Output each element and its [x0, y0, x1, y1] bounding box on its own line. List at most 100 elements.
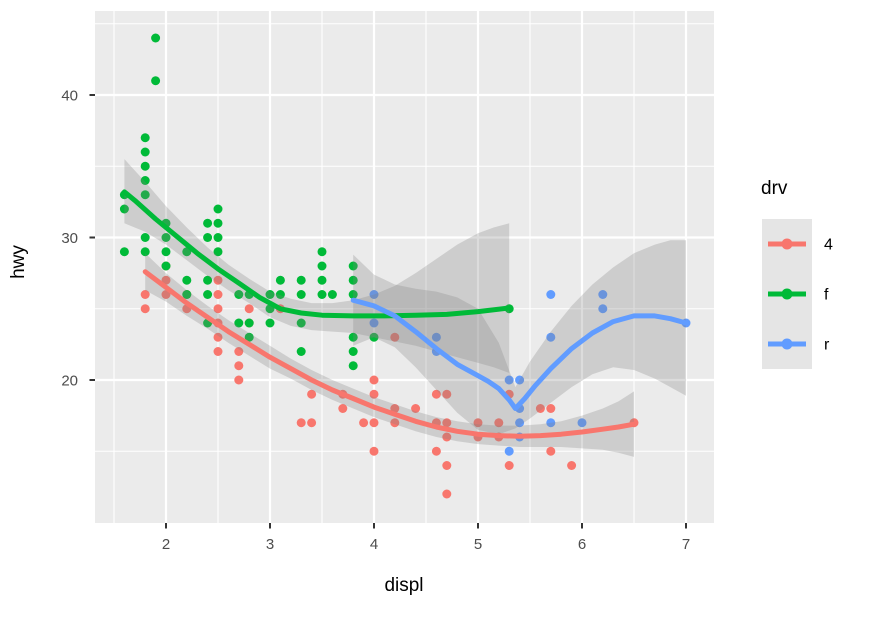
plot-panel	[95, 11, 714, 523]
legend-label-f: f	[824, 287, 829, 304]
data-point-4	[431, 446, 441, 456]
data-point-r	[598, 304, 608, 314]
smooth-line-f	[121, 189, 512, 319]
y-tick-label: 20	[61, 373, 78, 390]
points-f	[119, 33, 514, 371]
legend-item-f: f	[762, 269, 829, 319]
legend-label-4: 4	[824, 237, 833, 254]
confidence-ribbon-4	[145, 253, 634, 457]
data-point-f	[275, 275, 285, 285]
data-point-4	[359, 418, 369, 428]
data-point-f	[369, 332, 379, 342]
data-point-4	[442, 461, 452, 470]
data-point-4	[213, 332, 223, 342]
data-point-f	[213, 247, 223, 257]
data-point-4	[369, 446, 379, 456]
axes: 2 3 4 5 6 7 20 30 40	[61, 88, 690, 554]
confidence-ribbon-r	[353, 240, 686, 435]
data-point-4	[213, 304, 223, 314]
x-tick-label: 7	[682, 536, 690, 553]
data-point-r	[515, 418, 525, 428]
data-point-4	[369, 418, 379, 428]
data-point-4	[244, 304, 254, 314]
data-point-r	[546, 418, 556, 428]
x-tick-label: 2	[162, 536, 170, 553]
data-point-f	[182, 275, 192, 285]
data-point-r	[431, 332, 441, 342]
y-tick-label: 40	[61, 88, 78, 105]
data-point-f	[244, 332, 254, 342]
data-point-f	[296, 347, 306, 356]
data-point-r	[598, 290, 608, 299]
data-point-f	[317, 290, 327, 299]
data-point-4	[390, 332, 400, 342]
data-point-f	[234, 290, 244, 299]
data-point-f	[140, 176, 150, 185]
data-point-f	[213, 218, 223, 228]
data-point-4	[494, 418, 504, 428]
data-point-f	[348, 361, 358, 371]
data-point-f	[140, 233, 150, 242]
data-point-f	[327, 290, 337, 299]
data-point-f	[317, 247, 327, 257]
data-point-f	[275, 290, 285, 299]
data-point-f	[348, 347, 358, 356]
data-point-f	[203, 233, 213, 242]
data-point-f	[140, 147, 150, 157]
data-point-4	[546, 404, 556, 413]
data-point-4	[390, 404, 400, 413]
data-point-f	[161, 247, 171, 257]
panel-background	[95, 11, 714, 523]
data-point-4	[213, 347, 223, 356]
data-point-4	[369, 375, 379, 385]
points-r	[369, 290, 691, 456]
data-point-f	[296, 275, 306, 285]
legend-item-4: 4	[762, 219, 833, 269]
x-tick-label: 6	[578, 536, 586, 553]
data-point-f	[348, 332, 358, 342]
data-point-4	[140, 290, 150, 299]
data-point-4	[442, 432, 452, 442]
x-axis-title: displ	[384, 575, 423, 596]
data-point-f	[161, 233, 171, 242]
data-point-f	[203, 218, 213, 228]
legend-key-point	[781, 238, 793, 250]
data-point-4	[213, 275, 223, 285]
data-point-f	[265, 318, 275, 328]
data-point-f	[348, 290, 358, 299]
data-point-f	[317, 275, 327, 285]
legend: 4 f r	[762, 219, 833, 369]
data-point-4	[442, 389, 452, 399]
confidence-ribbon-f	[124, 159, 510, 373]
data-point-r	[577, 418, 587, 428]
x-tick-label: 4	[370, 536, 378, 553]
data-point-f	[203, 275, 213, 285]
data-point-4	[307, 418, 317, 428]
data-point-f	[203, 290, 213, 299]
legend-key-point	[781, 338, 793, 350]
y-tick-label: 30	[61, 230, 78, 247]
legend-key-point	[781, 288, 793, 300]
data-point-r	[504, 375, 514, 385]
data-point-4	[546, 446, 556, 456]
data-point-4	[234, 361, 244, 371]
data-point-f	[140, 190, 150, 200]
data-point-4	[442, 489, 452, 499]
x-tick-label: 3	[266, 536, 274, 553]
data-point-4	[338, 404, 348, 413]
data-point-f	[244, 318, 254, 328]
data-point-4	[504, 461, 514, 470]
data-point-f	[296, 318, 306, 328]
y-axis-title: hwy	[8, 245, 29, 279]
data-point-4	[390, 418, 400, 428]
data-point-f	[182, 290, 192, 299]
data-point-r	[546, 290, 556, 299]
data-point-f	[296, 290, 306, 299]
data-point-f	[213, 204, 223, 214]
data-point-4	[411, 404, 421, 413]
data-layer	[119, 33, 691, 499]
data-point-f	[348, 275, 358, 285]
data-point-f	[151, 33, 161, 43]
data-point-4	[161, 275, 171, 285]
